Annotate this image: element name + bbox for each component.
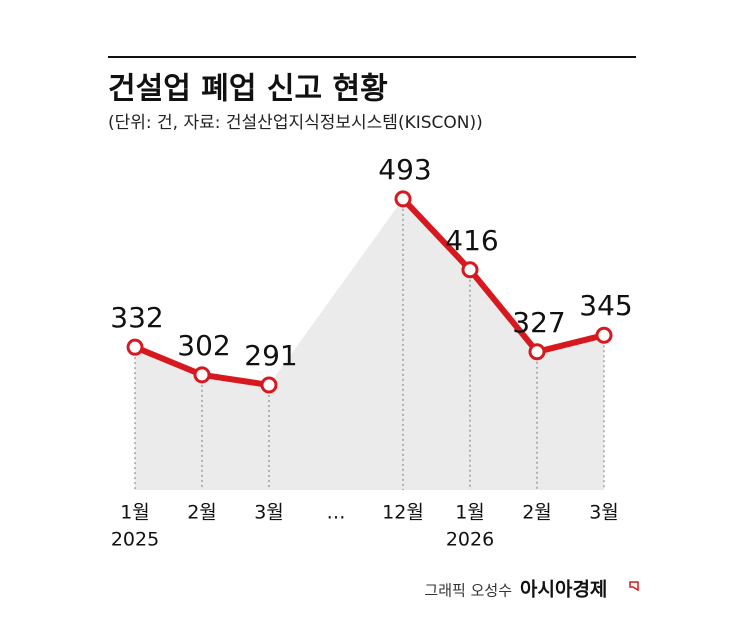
x-tick-label: …	[327, 502, 346, 524]
point	[595, 326, 613, 344]
value-label: 332	[110, 301, 163, 334]
value-label: 291	[244, 339, 297, 372]
x-tick-label: 3월	[589, 502, 619, 524]
x-tick-label: 3월	[254, 502, 284, 524]
x-tick-label: 12월	[382, 502, 424, 524]
chart-subtitle: (단위: 건, 자료: 건설산업지식정보시스템(KISCON))	[108, 113, 483, 133]
value-label: 345	[579, 289, 632, 322]
x-year-label: 2025	[111, 529, 159, 551]
x-year-label: 2026	[446, 529, 494, 551]
area	[537, 335, 604, 490]
area	[470, 269, 537, 490]
credit: 그래픽 오성수	[424, 582, 512, 600]
x-tick-label: 1월	[455, 502, 485, 524]
chart-title: 건설업 폐업 신고 현황	[108, 72, 388, 107]
value-label: 416	[445, 224, 498, 257]
x-tick-label: 2월	[187, 502, 217, 524]
area	[135, 347, 202, 490]
point	[461, 261, 479, 279]
value-label: 493	[378, 153, 431, 186]
value-label: 327	[512, 306, 565, 339]
point	[528, 343, 546, 361]
x-tick-label: 1월	[120, 502, 150, 524]
area	[269, 198, 403, 490]
point	[193, 366, 211, 384]
point	[126, 338, 144, 356]
point	[394, 190, 412, 208]
point	[260, 376, 278, 394]
value-label: 302	[177, 329, 230, 362]
line	[400, 196, 605, 355]
brand-icon	[629, 581, 639, 592]
area	[403, 198, 470, 490]
x-tick-label: 2월	[522, 502, 552, 524]
area	[202, 374, 269, 490]
brand: 아시아경제	[520, 579, 607, 601]
